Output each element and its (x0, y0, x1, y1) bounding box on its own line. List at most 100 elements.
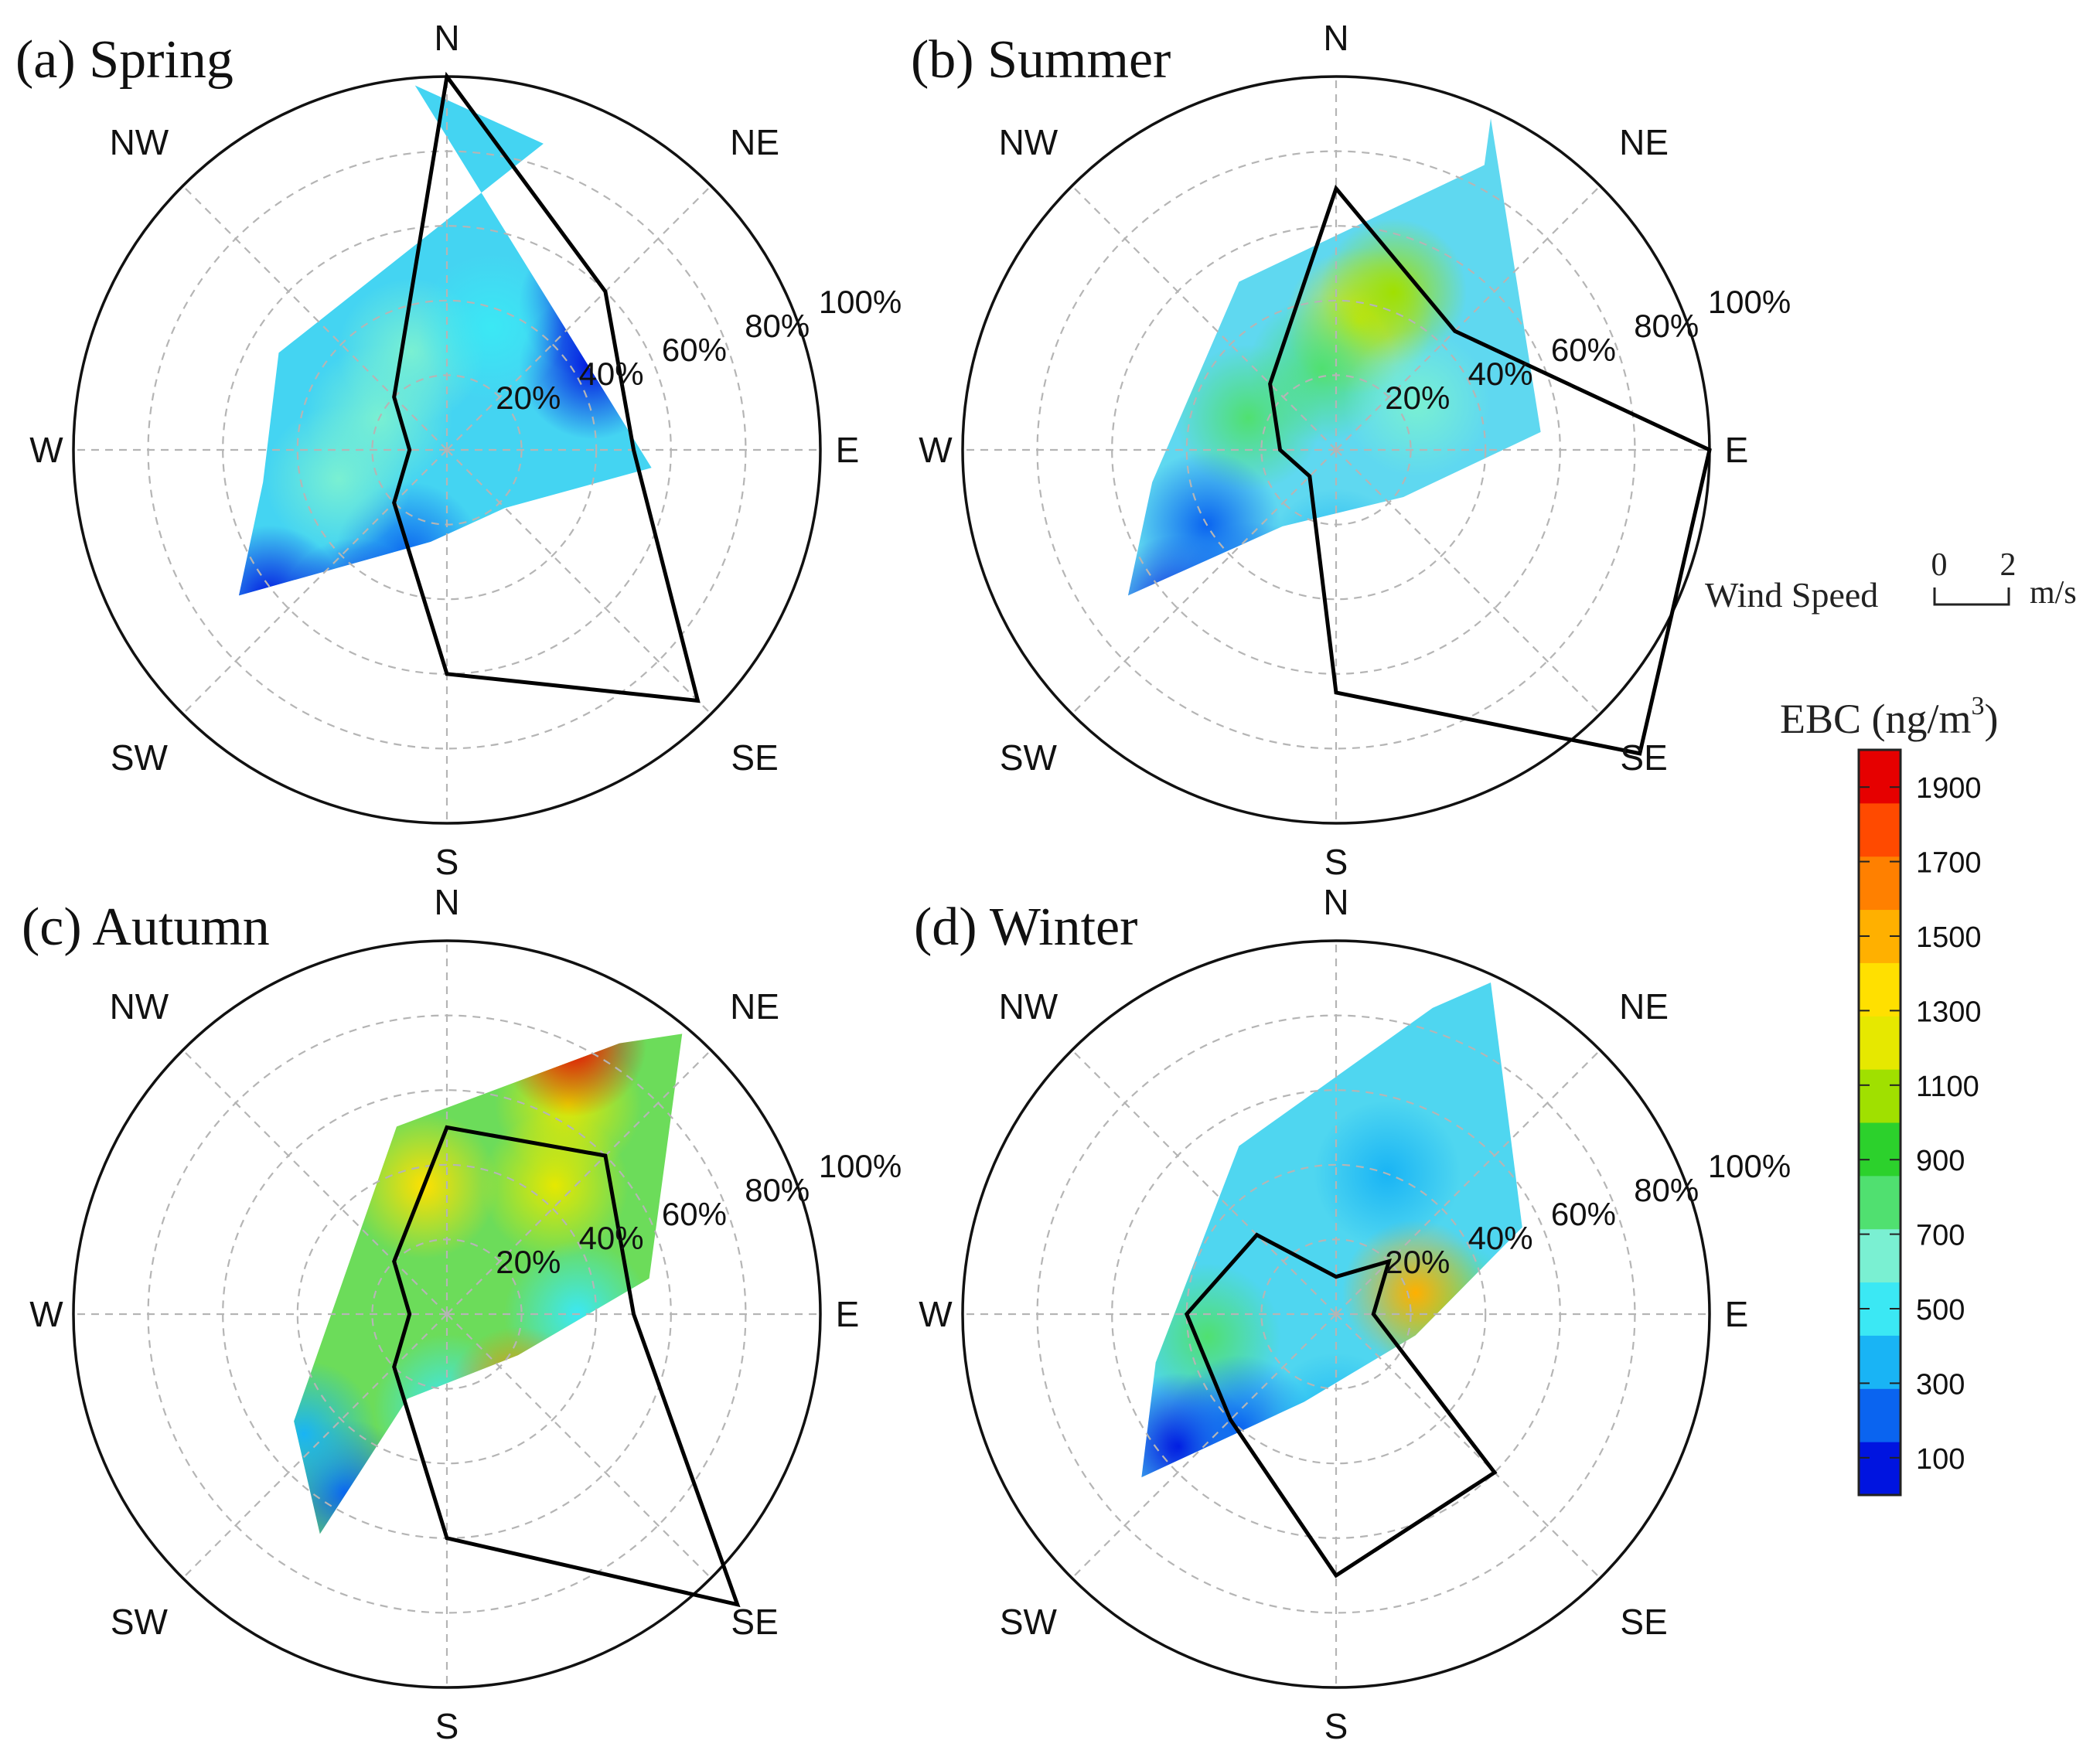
grid-spoke (1071, 1049, 1337, 1315)
colorbar-frame (1857, 748, 1902, 1497)
ring-label: 20% (1385, 380, 1450, 416)
compass-label-n: N (1323, 18, 1348, 58)
colorbar-band (1859, 1228, 1901, 1283)
compass-label-nw: NW (999, 122, 1059, 162)
panel-aspring: N NE E SE S SW W NW 20% 40% 60% 80%100% (a) Spring (15, 18, 902, 882)
colorbar-tick-label: 1300 (1916, 996, 1982, 1028)
ring-label: 40% (579, 356, 644, 392)
wind-frequency-polygon (392, 1125, 741, 1608)
wind-speed-label: Wind Speed (1705, 575, 1878, 615)
grid-spoke (1335, 1313, 1601, 1579)
grid-ring (296, 1163, 598, 1465)
compass-label-nw: NW (110, 122, 169, 162)
ring-label: 20% (1385, 1244, 1450, 1280)
ring-label: 40% (1468, 356, 1533, 392)
colorbar-band (1859, 1175, 1901, 1230)
colorbar-tick-label: 1100 (1916, 1071, 1979, 1103)
wind-frequency-polygon (392, 71, 701, 703)
grid-spoke (446, 1313, 712, 1579)
compass-label-sw: SW (111, 1602, 169, 1642)
grid-spoke (446, 185, 712, 451)
colorbar: EBC (ng/m3) 100 300 500 700 900 1100 1300 1500 1… (1780, 692, 1999, 1497)
grid-spoke (1071, 185, 1337, 451)
compass-label-n: N (434, 18, 459, 58)
colorbar-tick-label: 500 (1916, 1294, 1965, 1326)
compass-label-ne: NE (730, 122, 779, 162)
panel-cautumn: N NE E SE S SW W NW 20% 40% 60% 80%100% (c) Autumn (22, 882, 902, 1746)
compass-label-ne: NE (1619, 986, 1669, 1027)
ring-label: 20% (496, 1244, 561, 1280)
compass-label-nw: NW (110, 986, 169, 1027)
compass-label-se: SE (731, 1602, 778, 1642)
colorbar-band (1859, 962, 1901, 1017)
compass-label-s: S (1324, 1706, 1348, 1746)
compass-label-s: S (435, 1706, 459, 1746)
colorbar-band (1859, 856, 1901, 911)
ring-label: 80% (745, 308, 810, 344)
compass-label-sw: SW (1000, 737, 1058, 778)
ebc-hotspot (294, 1360, 378, 1508)
ebc-hotspot (481, 1112, 629, 1259)
ring-label: 60% (662, 1196, 727, 1232)
grid-spoke (182, 185, 448, 451)
compass-label-e: E (1725, 430, 1749, 470)
grid-ring (1185, 1163, 1487, 1465)
compass-label-sw: SW (1000, 1602, 1058, 1642)
grid-spoke (182, 449, 448, 715)
colorbar-tick-label: 900 (1916, 1145, 1965, 1177)
compass-label-e: E (836, 1294, 860, 1334)
ring-label: 60% (662, 332, 727, 368)
panel-title: (a) Spring (15, 30, 234, 90)
grid-spoke (1335, 1049, 1601, 1315)
colorbar-tick-label: 700 (1916, 1220, 1965, 1252)
ring-label: 40% (1468, 1220, 1533, 1256)
colorbar-band (1859, 1016, 1901, 1070)
colorbar-band (1859, 802, 1901, 857)
ring-label: 40% (579, 1220, 644, 1256)
compass-label-w: W (29, 430, 63, 470)
grid-spoke (1335, 185, 1601, 451)
ring-label: 80% (1634, 1172, 1699, 1208)
colorbar-tick-label: 300 (1916, 1368, 1965, 1401)
grid-ring (296, 299, 598, 601)
colorbar-tick-label: 1900 (1916, 772, 1982, 805)
ebc-hotspot (418, 254, 565, 401)
ring-label: 100% (819, 1148, 902, 1184)
grid-spoke (1335, 449, 1601, 715)
compass-label-e: E (1725, 1294, 1749, 1334)
compass-label-e: E (836, 430, 860, 470)
ring-label: 80% (1634, 308, 1699, 344)
compass-label-s: S (435, 842, 459, 882)
compass-label-w: W (919, 1294, 953, 1334)
wind-speed-unit: m/s (2030, 575, 2077, 611)
ring-label: 100% (1708, 1148, 1791, 1184)
wind-speed-bar (1933, 587, 2010, 606)
outer-ring (961, 939, 1711, 1689)
ring-label: 20% (496, 380, 561, 416)
wind-frequency-polygon (1268, 184, 1712, 756)
ring-label: 100% (819, 284, 902, 320)
ebc-hotspot (280, 538, 428, 596)
ebc-hotspot (507, 143, 652, 291)
grid-spoke (446, 1049, 712, 1315)
colorbar-title: EBC (ng/m3) (1780, 692, 1999, 742)
colorbar-tick-label: 100 (1916, 1443, 1965, 1476)
panel-dwinter: N NE E SE S SW W NW 20% 40% 60% 80%100% (d) Winter (914, 882, 1791, 1746)
panel-bsummer: N NE E SE S SW W NW 20% 40% 60% 80%100% (b) Summer (911, 18, 1791, 882)
compass-label-s: S (1324, 842, 1348, 882)
compass-label-w: W (29, 1294, 63, 1334)
wind-speed-tick-2: 2 (2000, 547, 2016, 583)
ring-label: 80% (745, 1172, 810, 1208)
compass-label-w: W (919, 430, 953, 470)
colorbar-band (1859, 1335, 1901, 1389)
colorbar-tick-label: 1500 (1916, 921, 1982, 954)
wind-frequency-polygon (1184, 1232, 1498, 1578)
ring-label: 100% (1708, 284, 1791, 320)
compass-label-sw: SW (111, 737, 169, 778)
grid-spoke (182, 1313, 448, 1579)
compass-label-ne: NE (730, 986, 779, 1027)
wind-speed-scale: Wind Speed 0 2 m/s (1705, 547, 2077, 615)
grid-spoke (182, 1049, 448, 1315)
